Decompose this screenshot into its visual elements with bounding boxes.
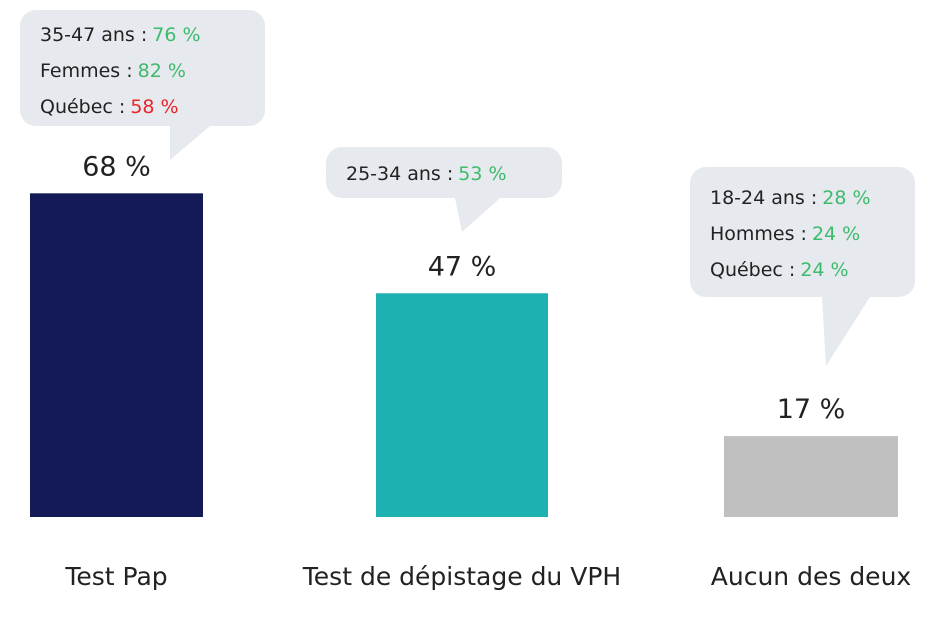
callout-label: 35-47 ans :	[40, 24, 147, 46]
callout: 18-24 ans :28 %Hommes :24 %Québec :24 %	[690, 167, 915, 366]
callout-line: Québec :58 %	[40, 96, 179, 118]
callout: 35-47 ans :76 % Femmes :82 % Québec :58 %	[20, 10, 265, 160]
callout-box	[20, 10, 265, 126]
category-label: Test de dépistage du VPH	[302, 562, 622, 591]
callout-label: Hommes :	[710, 223, 807, 245]
value-label: 68 %	[82, 151, 151, 182]
callout-value: 28 %	[822, 187, 870, 209]
callout-tail	[170, 126, 210, 160]
callout-label: Québec :	[710, 259, 795, 281]
callout-value: 24 %	[800, 259, 848, 281]
category-label: Aucun des deux	[710, 562, 912, 591]
callout-value: 76 %	[152, 24, 200, 46]
callout-tail	[455, 198, 500, 232]
callout-line: Québec :24 %	[710, 259, 849, 281]
callout-line: Hommes :24 %	[710, 223, 860, 245]
callout-line: Femmes :82 %	[40, 60, 186, 82]
callout-value: 82 %	[138, 60, 186, 82]
value-label: 47 %	[428, 251, 497, 282]
callout-line: 18-24 ans :28 %	[710, 187, 871, 209]
callout: 25-34 ans :53 %	[326, 147, 562, 232]
bar	[376, 293, 548, 517]
callout-label: Québec :	[40, 96, 125, 118]
callout-label: Femmes :	[40, 60, 133, 82]
bar	[30, 193, 203, 517]
callout-box	[326, 147, 562, 198]
callout-value: 58 %	[130, 96, 178, 118]
callout-line: 35-47 ans :76 %	[40, 24, 201, 46]
callout-label: 25-34 ans :	[346, 163, 453, 185]
value-label: 17 %	[777, 394, 846, 425]
callout-value: 24 %	[812, 223, 860, 245]
bar	[724, 436, 898, 517]
callout-label: 18-24 ans :	[710, 187, 817, 209]
callout-tail	[822, 297, 870, 366]
category-label: Test Pap	[65, 562, 168, 591]
callout-box	[690, 167, 915, 297]
callout-line: 25-34 ans :53 %	[346, 163, 507, 185]
callout-value: 53 %	[458, 163, 506, 185]
